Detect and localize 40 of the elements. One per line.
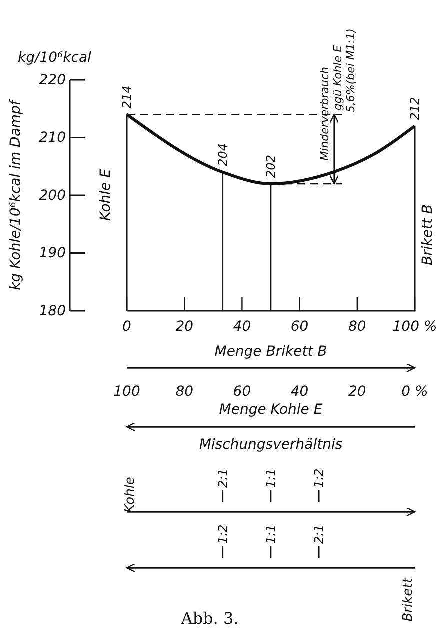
text: Brikett bbox=[401, 577, 416, 622]
text: 1:1 bbox=[264, 468, 278, 488]
y-axis-title: kg Kohle/10⁶kcal im Dampf bbox=[8, 98, 24, 290]
data-label: 202 bbox=[264, 155, 278, 178]
y-tick-label: 220 bbox=[39, 72, 66, 88]
text: Mischungsverhältnis bbox=[199, 437, 343, 453]
data-label: 212 bbox=[408, 97, 422, 120]
text: kg/10⁶kcal bbox=[18, 50, 92, 66]
x2-tick-label: 80 bbox=[176, 384, 194, 400]
data-label: 214 bbox=[120, 86, 134, 109]
x2-tick-label: 60 bbox=[233, 384, 252, 400]
annotation: Minderverbrauch bbox=[318, 66, 332, 161]
x2-tick-label: 0 % bbox=[402, 384, 428, 400]
annotation: ggü Kohle E bbox=[331, 45, 344, 111]
text: Kohle bbox=[123, 477, 138, 513]
text: Brikett B bbox=[420, 204, 436, 266]
x-tick-label: 0 bbox=[122, 319, 132, 335]
text: 2:1 bbox=[312, 524, 326, 544]
x2-tick-label: 20 bbox=[348, 384, 366, 400]
text: 1:2 bbox=[312, 468, 326, 488]
x2-axis-title: Menge Kohle E bbox=[219, 402, 323, 418]
data-label: 204 bbox=[216, 143, 230, 166]
y-tick-label: 190 bbox=[39, 246, 66, 262]
annotation: 5,6%(bei M1:1) bbox=[344, 28, 358, 113]
x-tick-label: 60 bbox=[290, 319, 309, 335]
x-tick-label: 100 % bbox=[392, 319, 438, 335]
x-tick-label: 80 bbox=[348, 319, 366, 335]
text: Kohle E bbox=[98, 168, 114, 221]
caption: Abb. 3. bbox=[180, 609, 239, 628]
y-tick-label: 180 bbox=[39, 303, 66, 320]
x-axis-title: Menge Brikett B bbox=[214, 344, 328, 360]
x-tick-label: 20 bbox=[176, 319, 194, 335]
y-tick-label: 210 bbox=[39, 130, 66, 146]
x-tick-label: 40 bbox=[233, 319, 252, 335]
text: 1:1 bbox=[264, 524, 278, 544]
text: 1:2 bbox=[216, 524, 230, 544]
x2-tick-label: 40 bbox=[290, 384, 309, 400]
text: 2:1 bbox=[216, 468, 230, 488]
x2-tick-label: 100 bbox=[114, 384, 140, 400]
y-tick-label: 200 bbox=[39, 188, 66, 204]
